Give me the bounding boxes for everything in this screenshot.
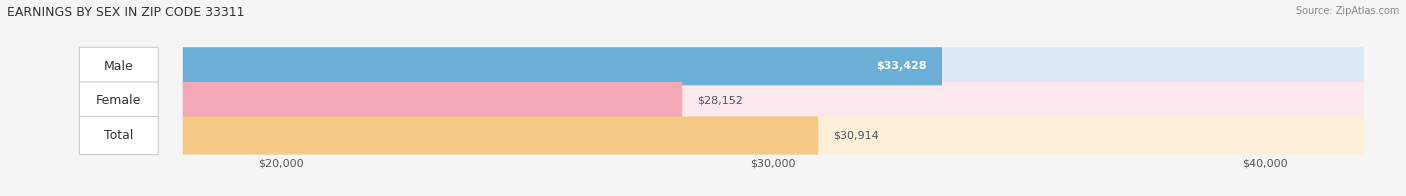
FancyBboxPatch shape bbox=[183, 47, 942, 85]
FancyBboxPatch shape bbox=[79, 82, 157, 120]
Text: Source: ZipAtlas.com: Source: ZipAtlas.com bbox=[1295, 6, 1399, 16]
Text: $28,152: $28,152 bbox=[697, 96, 742, 106]
FancyBboxPatch shape bbox=[183, 116, 818, 155]
Text: Female: Female bbox=[96, 94, 142, 107]
Text: Total: Total bbox=[104, 129, 134, 142]
FancyBboxPatch shape bbox=[79, 116, 157, 155]
FancyBboxPatch shape bbox=[183, 82, 682, 120]
FancyBboxPatch shape bbox=[183, 47, 1364, 85]
Text: $33,428: $33,428 bbox=[876, 61, 927, 71]
FancyBboxPatch shape bbox=[183, 82, 1364, 120]
FancyBboxPatch shape bbox=[79, 47, 157, 85]
Text: Male: Male bbox=[104, 60, 134, 73]
Text: $30,914: $30,914 bbox=[832, 131, 879, 141]
Text: EARNINGS BY SEX IN ZIP CODE 33311: EARNINGS BY SEX IN ZIP CODE 33311 bbox=[7, 6, 245, 19]
FancyBboxPatch shape bbox=[183, 116, 1364, 155]
